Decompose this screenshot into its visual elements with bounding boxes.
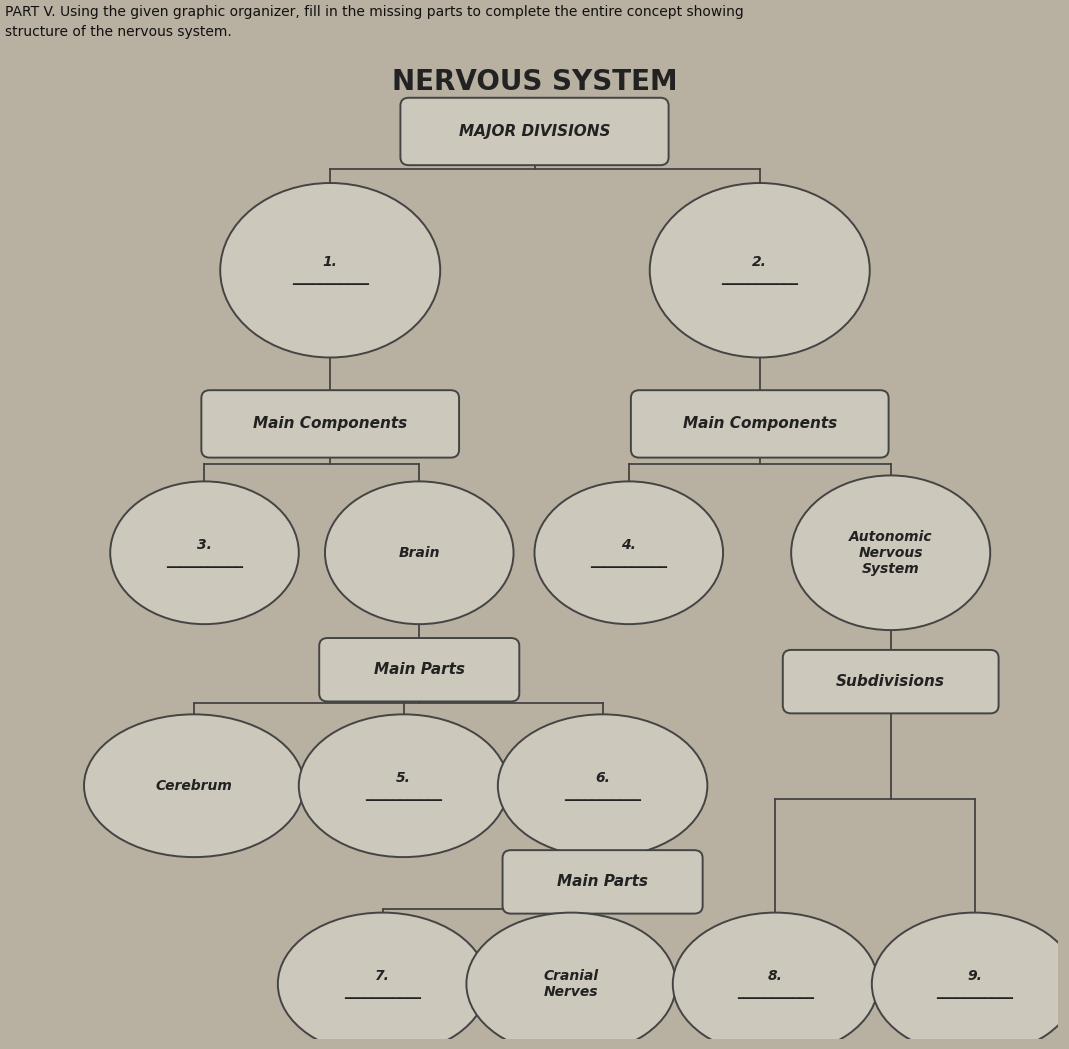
Text: structure of the nervous system.: structure of the nervous system. [5, 25, 232, 39]
Text: Main Components: Main Components [683, 416, 837, 431]
FancyBboxPatch shape [783, 650, 998, 713]
Text: PART V. Using the given graphic organizer, fill in the missing parts to complete: PART V. Using the given graphic organize… [5, 5, 744, 19]
Text: Cerebrum: Cerebrum [156, 778, 232, 793]
Text: 1.
___________: 1. ___________ [292, 255, 369, 285]
Text: NERVOUS SYSTEM: NERVOUS SYSTEM [391, 68, 678, 95]
Text: Autonomic
Nervous
System: Autonomic Nervous System [849, 530, 932, 576]
Text: 5.
___________: 5. ___________ [365, 771, 443, 800]
Text: 9.
___________: 9. ___________ [936, 969, 1013, 999]
Ellipse shape [325, 481, 513, 624]
Text: 4.
___________: 4. ___________ [590, 538, 667, 568]
FancyBboxPatch shape [201, 390, 459, 457]
Text: 7.
___________: 7. ___________ [344, 969, 421, 999]
Text: Brain: Brain [399, 545, 440, 560]
Text: Main Parts: Main Parts [374, 662, 465, 678]
Ellipse shape [872, 913, 1069, 1049]
Ellipse shape [466, 913, 676, 1049]
Ellipse shape [534, 481, 723, 624]
Text: 8.
___________: 8. ___________ [737, 969, 814, 999]
Ellipse shape [298, 714, 509, 857]
Text: Cranial
Nerves: Cranial Nerves [544, 969, 599, 999]
Text: 6.
___________: 6. ___________ [564, 771, 641, 800]
Text: Main Parts: Main Parts [557, 875, 648, 890]
Text: MAJOR DIVISIONS: MAJOR DIVISIONS [459, 124, 610, 138]
Ellipse shape [672, 913, 878, 1049]
Ellipse shape [84, 714, 304, 857]
Ellipse shape [278, 913, 487, 1049]
Ellipse shape [110, 481, 298, 624]
Ellipse shape [498, 714, 708, 857]
FancyBboxPatch shape [631, 390, 888, 457]
FancyBboxPatch shape [502, 850, 702, 914]
Text: Subdivisions: Subdivisions [836, 675, 945, 689]
Text: 3.
___________: 3. ___________ [166, 538, 243, 568]
Ellipse shape [791, 475, 990, 630]
Text: 2.
___________: 2. ___________ [722, 255, 799, 285]
Ellipse shape [220, 183, 440, 358]
Text: Main Components: Main Components [253, 416, 407, 431]
Ellipse shape [650, 183, 870, 358]
FancyBboxPatch shape [401, 98, 668, 165]
FancyBboxPatch shape [320, 638, 520, 702]
